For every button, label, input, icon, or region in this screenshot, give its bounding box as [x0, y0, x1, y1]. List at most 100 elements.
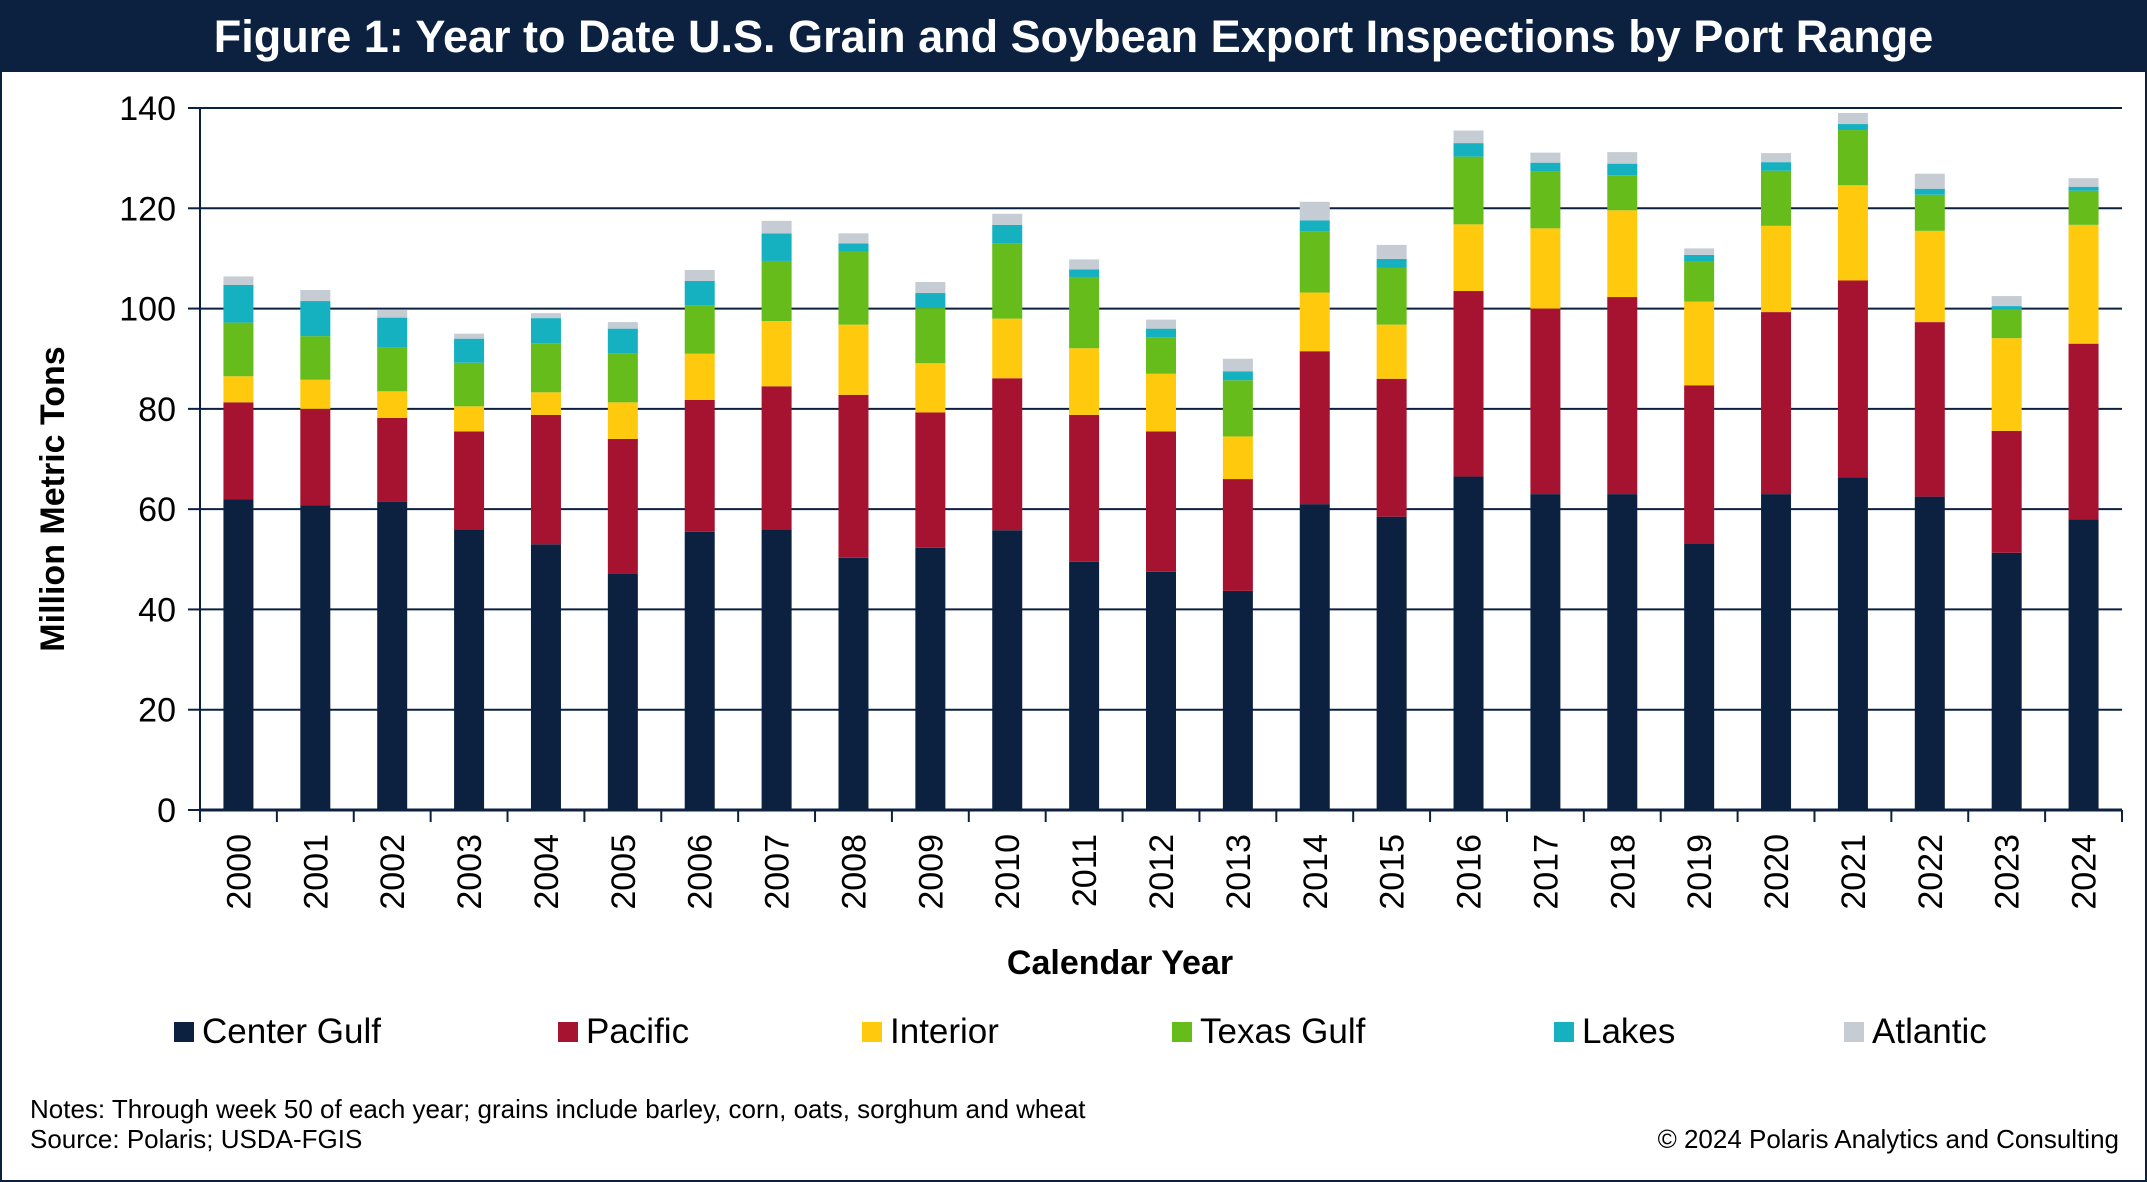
- y-tick-labels: 0 20 40 60 80 100 120 140: [119, 90, 176, 830]
- bar-2018-interior: [1607, 210, 1638, 298]
- bar-2005-center-gulf: [607, 573, 638, 810]
- bar-2013-lakes: [1222, 371, 1253, 381]
- bar-2016-texas-gulf: [1453, 156, 1484, 225]
- bar-2010-interior: [992, 318, 1023, 379]
- x-tick-label-2019: 2019: [1681, 834, 1719, 910]
- chart-title: Figure 1: Year to Date U.S. Grain and So…: [2, 2, 2145, 72]
- bar-2019-pacific: [1684, 385, 1715, 544]
- bar-2020-center-gulf: [1761, 494, 1792, 810]
- bar-2009-texas-gulf: [915, 308, 946, 364]
- bar-2007-center-gulf: [761, 529, 792, 810]
- bar-2017-center-gulf: [1530, 494, 1561, 810]
- bar-2017-atlantic: [1530, 152, 1561, 163]
- legend-item-pacific: Pacific: [558, 1012, 689, 1052]
- x-tick-label-2003: 2003: [451, 834, 489, 910]
- x-tick-label-2014: 2014: [1297, 834, 1335, 910]
- bar-2011-atlantic: [1069, 259, 1100, 270]
- bar-2022-texas-gulf: [1914, 194, 1945, 231]
- bar-2011-texas-gulf: [1069, 276, 1100, 349]
- legend: Center Gulf Pacific Interior Texas Gulf Lake…: [2, 1012, 2145, 1062]
- bar-2009-lakes: [915, 293, 946, 309]
- bar-2010-texas-gulf: [992, 243, 1023, 319]
- bar-2022-interior: [1914, 230, 1945, 323]
- bar-2017-texas-gulf: [1530, 171, 1561, 229]
- bars: [223, 113, 2099, 810]
- bar-2000-lakes: [223, 285, 254, 323]
- bar-2008-pacific: [838, 394, 869, 558]
- bar-2008-lakes: [838, 243, 869, 252]
- bar-2012-atlantic: [1146, 319, 1176, 329]
- x-tick-label-2013: 2013: [1220, 834, 1258, 910]
- x-tick-label-2020: 2020: [1758, 834, 1796, 910]
- bar-2018-atlantic: [1607, 152, 1638, 164]
- legend-swatch: [1172, 1022, 1192, 1042]
- bar-2015-texas-gulf: [1376, 267, 1407, 325]
- bar-2013-interior: [1222, 436, 1253, 480]
- bar-2023-texas-gulf: [1991, 309, 2022, 339]
- bar-2002-texas-gulf: [377, 347, 408, 392]
- bar-2006-center-gulf: [684, 531, 715, 810]
- bar-2014-lakes: [1299, 220, 1330, 232]
- bar-2018-texas-gulf: [1607, 175, 1638, 211]
- bar-2023-lakes: [1991, 306, 2022, 310]
- y-tick-label-20: 20: [138, 692, 176, 730]
- bar-2014-atlantic: [1299, 201, 1330, 221]
- bar-2016-center-gulf: [1453, 476, 1484, 810]
- source-text: Source: Polaris; USDA-FGIS: [30, 1124, 363, 1154]
- x-tick-label-2024: 2024: [2066, 834, 2104, 910]
- bar-2017-lakes: [1530, 162, 1561, 172]
- bar-2002-center-gulf: [377, 501, 408, 810]
- x-tick-label-2022: 2022: [1912, 834, 1950, 910]
- bar-2008-center-gulf: [838, 557, 869, 810]
- bar-2005-lakes: [607, 328, 638, 354]
- bar-2003-lakes: [454, 338, 485, 363]
- x-tick-label-2004: 2004: [528, 834, 566, 910]
- bar-2019-center-gulf: [1684, 543, 1715, 810]
- y-tick-label-140: 140: [119, 90, 176, 128]
- bar-2020-texas-gulf: [1761, 170, 1792, 226]
- y-tick-label-0: 0: [157, 792, 176, 830]
- bar-2005-texas-gulf: [607, 353, 638, 403]
- x-tick-label-2021: 2021: [1835, 834, 1873, 910]
- bar-2015-atlantic: [1376, 244, 1407, 259]
- y-tick-label-100: 100: [119, 291, 176, 329]
- copyright-text: © 2024 Polaris Analytics and Consulting: [1657, 1124, 2119, 1154]
- bar-2013-pacific: [1222, 479, 1253, 591]
- bar-2021-interior: [1837, 185, 1868, 281]
- bar-2023-pacific: [1991, 430, 2022, 553]
- bar-2002-atlantic: [377, 310, 408, 318]
- bar-2003-texas-gulf: [454, 362, 485, 407]
- y-axis-label: Million Metric Tons: [34, 346, 72, 651]
- bar-2013-texas-gulf: [1222, 380, 1253, 437]
- bar-2011-pacific: [1069, 414, 1100, 562]
- bar-2004-lakes: [530, 318, 561, 344]
- bar-2021-texas-gulf: [1837, 130, 1868, 186]
- x-tick-label-2005: 2005: [605, 834, 643, 910]
- x-tick-label-2010: 2010: [989, 834, 1027, 910]
- bar-2008-texas-gulf: [838, 251, 869, 325]
- bar-2009-center-gulf: [915, 547, 946, 810]
- legend-item-texas-gulf: Texas Gulf: [1172, 1012, 1365, 1052]
- x-tick-label-2011: 2011: [1066, 834, 1104, 907]
- x-tick-label-2009: 2009: [912, 834, 950, 910]
- x-tick-label-2012: 2012: [1143, 834, 1181, 910]
- bar-2003-center-gulf: [454, 529, 485, 810]
- bar-2012-center-gulf: [1146, 571, 1176, 810]
- bar-2022-center-gulf: [1914, 496, 1945, 810]
- bar-2014-texas-gulf: [1299, 231, 1330, 293]
- legend-swatch: [862, 1022, 882, 1042]
- legend-item-interior: Interior: [862, 1012, 999, 1052]
- bar-2021-atlantic: [1837, 113, 1868, 125]
- bar-2024-texas-gulf: [2068, 190, 2099, 225]
- x-tick-label-2006: 2006: [682, 834, 720, 910]
- legend-swatch: [558, 1022, 578, 1042]
- bar-2016-atlantic: [1453, 130, 1484, 144]
- bar-2011-interior: [1069, 348, 1100, 415]
- bar-2005-atlantic: [607, 322, 638, 329]
- bar-2020-pacific: [1761, 312, 1792, 495]
- bar-2018-pacific: [1607, 297, 1638, 495]
- bar-2009-atlantic: [915, 281, 946, 294]
- bar-2021-lakes: [1837, 124, 1868, 131]
